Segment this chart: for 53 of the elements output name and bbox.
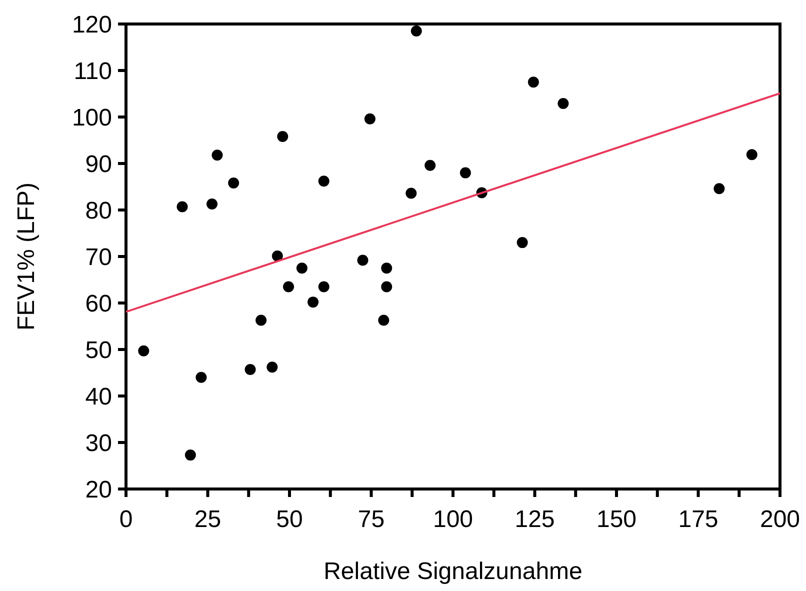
x-tick-label: 75 bbox=[358, 506, 385, 533]
point bbox=[746, 149, 758, 160]
point bbox=[206, 198, 218, 210]
point bbox=[381, 262, 392, 274]
point bbox=[272, 250, 283, 262]
y-tick-label: 90 bbox=[85, 150, 112, 178]
y-tick-label: 70 bbox=[85, 244, 112, 271]
x-tick-label: 125 bbox=[514, 506, 555, 533]
y-axis-title: FEV1% (LFP) bbox=[13, 182, 40, 331]
y-tick-label: 80 bbox=[85, 197, 112, 224]
point bbox=[318, 176, 330, 187]
point bbox=[378, 314, 390, 326]
x-tick-label: 100 bbox=[432, 506, 474, 533]
y-tick-label: 40 bbox=[85, 383, 112, 410]
point bbox=[212, 150, 223, 161]
point bbox=[184, 450, 196, 461]
point bbox=[516, 237, 528, 248]
y-tick-label: 120 bbox=[72, 11, 112, 38]
x-tick-label: 50 bbox=[276, 506, 303, 533]
point bbox=[357, 254, 368, 266]
point bbox=[460, 167, 471, 178]
point bbox=[406, 188, 417, 199]
point bbox=[266, 362, 278, 373]
point bbox=[196, 372, 207, 383]
point bbox=[296, 262, 308, 274]
x-tick-label: 175 bbox=[678, 506, 718, 533]
point bbox=[228, 178, 240, 189]
y-tick-label: 110 bbox=[74, 58, 112, 85]
point bbox=[381, 281, 392, 292]
point bbox=[244, 364, 256, 375]
x-tick-label: 200 bbox=[760, 506, 800, 533]
y-tick-label: 20 bbox=[85, 476, 112, 504]
point bbox=[176, 201, 188, 212]
point bbox=[308, 296, 319, 308]
point bbox=[256, 314, 267, 326]
x-axis-title: Relative Signalzunahme bbox=[324, 558, 582, 585]
point bbox=[410, 25, 422, 36]
y-tick-label: 50 bbox=[85, 336, 112, 364]
point bbox=[424, 160, 436, 171]
point bbox=[528, 76, 539, 88]
point bbox=[277, 131, 288, 142]
point bbox=[364, 113, 376, 124]
point bbox=[283, 281, 294, 292]
x-tick-label: 25 bbox=[194, 506, 222, 533]
point bbox=[714, 183, 725, 194]
point bbox=[138, 345, 150, 356]
point bbox=[558, 98, 569, 110]
x-tick-label: 150 bbox=[596, 506, 637, 533]
x-tick-label: 0 bbox=[119, 506, 133, 533]
point bbox=[318, 281, 330, 292]
y-tick-label: 100 bbox=[72, 104, 112, 132]
y-tick-label: 60 bbox=[85, 290, 112, 318]
y-tick-label: 30 bbox=[85, 430, 112, 457]
